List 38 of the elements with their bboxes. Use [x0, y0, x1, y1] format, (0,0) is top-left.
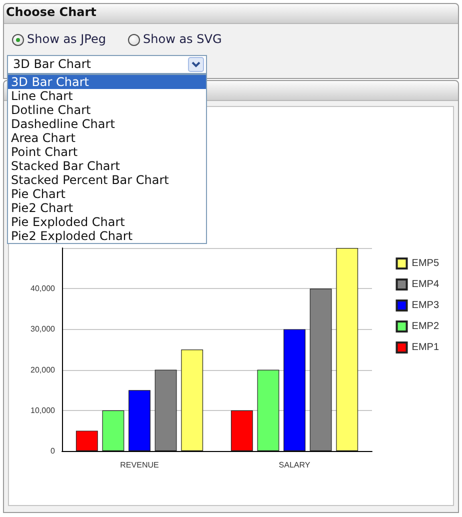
text: Line Chart — [10, 89, 74, 103]
text: Area Chart — [10, 131, 76, 145]
bar — [257, 370, 280, 451]
x-tick-label: REVENUE — [120, 460, 159, 470]
y-tick-label: 40,000 — [30, 284, 56, 294]
bar — [76, 430, 98, 451]
bar — [284, 329, 306, 451]
text: Dotline Chart — [10, 103, 92, 117]
legend-label: EMP1 — [412, 342, 440, 353]
y-tick-label: 0 — [50, 446, 56, 456]
bar — [310, 288, 332, 451]
bar — [230, 410, 253, 451]
text: Point Chart — [10, 145, 79, 159]
legend-label: EMP4 — [412, 279, 440, 290]
legend-label: EMP2 — [412, 321, 440, 332]
highlighted-option: 3D Bar Chart — [8, 75, 206, 89]
y-tick-label: 30,000 — [30, 324, 56, 334]
text: Pie Exploded Chart — [10, 215, 126, 229]
text: Stacked Percent Bar Chart — [10, 173, 170, 187]
y-tick-label: 10,000 — [30, 406, 56, 415]
text: Show as SVG — [143, 32, 222, 47]
bar — [154, 370, 177, 451]
text: Stacked Bar Chart — [10, 159, 121, 173]
chart-title: Choose Chart — [6, 5, 96, 20]
legend-label: EMP3 — [412, 300, 440, 311]
text: Pie Chart — [10, 187, 66, 201]
text: Show as JPeg — [27, 32, 106, 47]
x-tick-label: SALARY — [278, 460, 311, 470]
text: Pie2 Exploded Chart — [10, 229, 134, 243]
bar — [102, 410, 124, 451]
bar — [181, 350, 204, 451]
legend-label: EMP5 — [412, 258, 440, 269]
bar — [128, 390, 150, 451]
text: 3D Bar Chart — [13, 57, 91, 72]
text: Pie2 Chart — [10, 201, 74, 215]
text: Dashedline Chart — [10, 117, 116, 131]
y-tick-label: 20,000 — [30, 365, 56, 374]
bar — [336, 248, 358, 451]
